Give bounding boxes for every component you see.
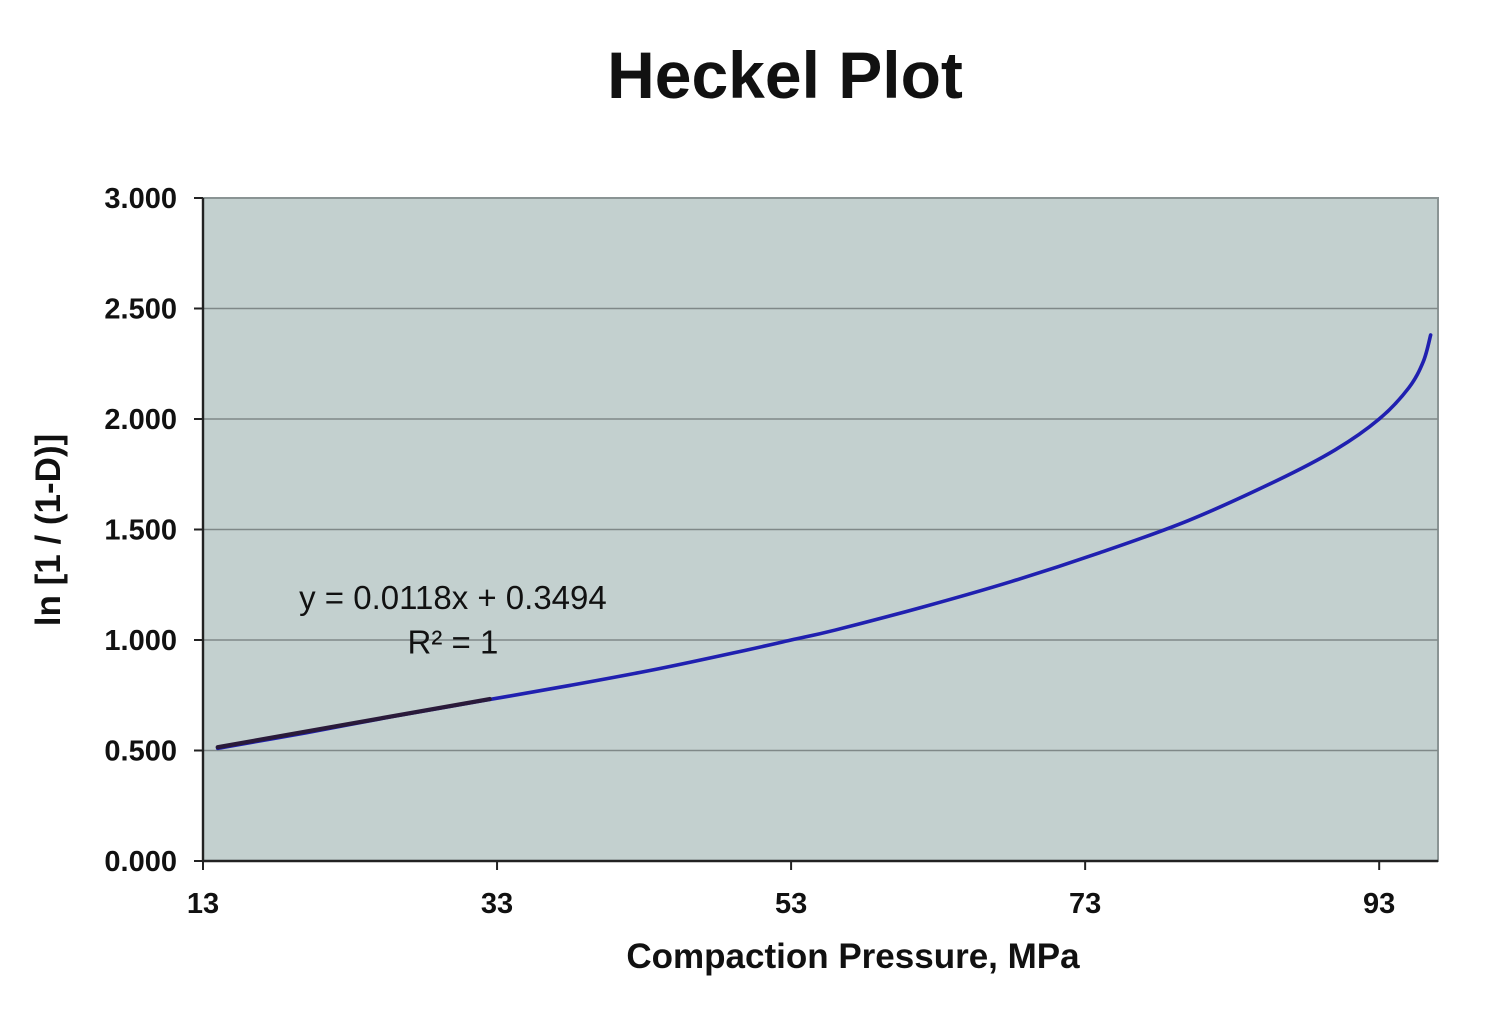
y-tick-label: 3.000 xyxy=(104,183,177,215)
chart-title: Heckel Plot xyxy=(607,38,963,112)
y-tick-label: 0.000 xyxy=(104,846,177,878)
x-tick-label: 93 xyxy=(1363,888,1395,920)
axes xyxy=(194,197,1438,870)
x-tick-label: 33 xyxy=(481,888,513,920)
y-tick-label: 1.000 xyxy=(104,625,177,657)
fit-annotation: R² = 1 xyxy=(408,623,499,660)
x-tick-label: 53 xyxy=(775,888,807,920)
grid-lines xyxy=(203,307,1438,752)
x-axis-title: Compaction Pressure, MPa xyxy=(626,937,1080,976)
annotations: y = 0.0118x + 0.3494 R² = 1 xyxy=(299,579,607,660)
y-axis-title: ln [1 / (1-D)] xyxy=(29,434,68,626)
x-tick-label: 13 xyxy=(187,888,219,920)
y-tick-label: 2.500 xyxy=(104,294,177,326)
linear-fit-line xyxy=(215,696,492,750)
fit-annotation: y = 0.0118x + 0.3494 xyxy=(299,579,607,616)
y-tick-label: 1.500 xyxy=(104,515,177,547)
x-tick-label: 73 xyxy=(1069,888,1101,920)
y-tick-label: 0.500 xyxy=(104,736,177,768)
series-group xyxy=(215,333,1433,751)
y-tick-label: 2.000 xyxy=(104,404,177,436)
tick-labels: 0.000 0.500 1.000 1.500 2.000 2.500 3.000 13 33 5… xyxy=(104,183,1395,920)
